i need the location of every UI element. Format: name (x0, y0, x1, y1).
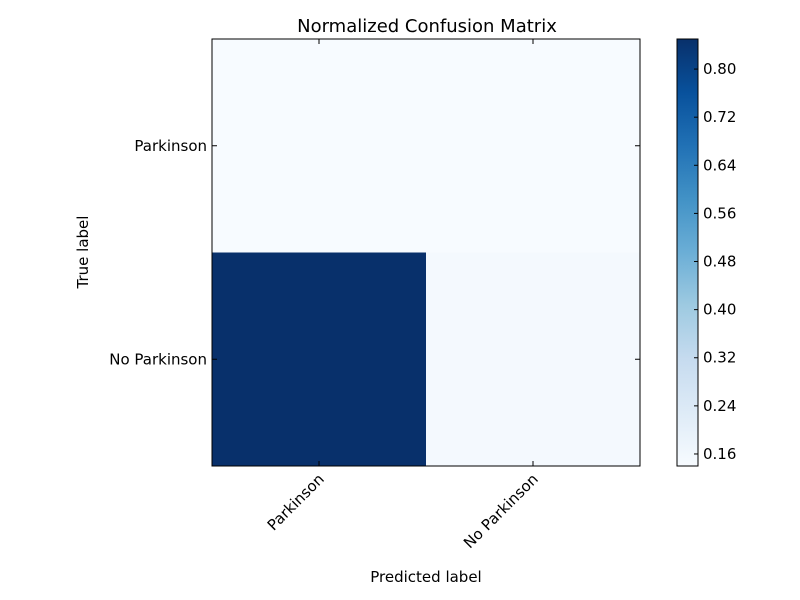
y-tick-label: No Parkinson (109, 350, 207, 368)
heatmap-cell (426, 39, 640, 253)
heatmap-cell (212, 252, 426, 466)
x-axis-label: Predicted label (370, 568, 481, 586)
colorbar-tick-label: 0.48 (703, 253, 736, 271)
colorbar (676, 38, 699, 467)
y-axis-label: True label (74, 216, 92, 290)
colorbar-tick-label: 0.64 (703, 156, 736, 174)
colorbar-tick-label: 0.16 (703, 445, 736, 463)
chart-title: Normalized Confusion Matrix (297, 16, 557, 37)
heatmap-cell (212, 39, 426, 253)
heatmap-cells (212, 39, 640, 466)
colorbar-tick-label: 0.32 (703, 349, 736, 367)
plot-frame (211, 38, 641, 467)
y-tick-label: Parkinson (134, 137, 207, 155)
colorbar-tick-label: 0.72 (703, 108, 736, 126)
colorbar-tick-label: 0.24 (703, 397, 736, 415)
heatmap-cell (426, 252, 640, 466)
colorbar-tick-label: 0.40 (703, 301, 736, 319)
x-tick-label: No Parkinson (460, 470, 542, 552)
colorbar-tick-label: 0.56 (703, 204, 736, 222)
colorbar-tick-label: 0.80 (703, 60, 736, 78)
x-tick-label: Parkinson (264, 470, 328, 534)
colorbar-ticks: 0.16 0.24 0.32 0.40 0.48 0.56 0.64 0.72 0.80 (694, 60, 736, 463)
